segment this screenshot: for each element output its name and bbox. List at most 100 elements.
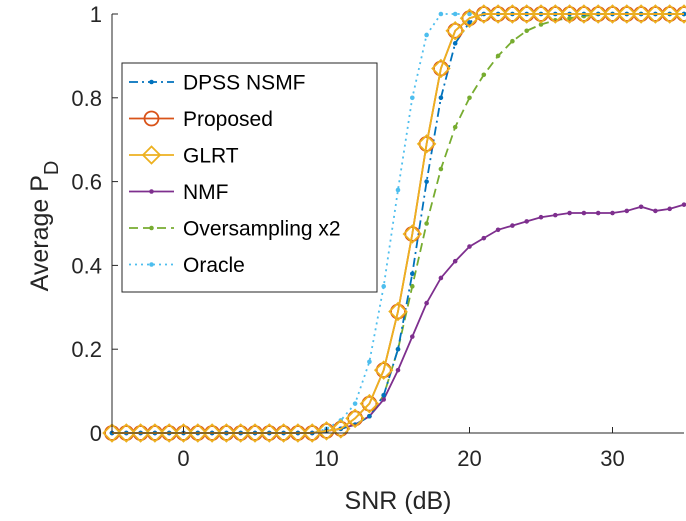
data-point [495,227,501,233]
series-line [112,13,684,434]
y-tick-label: 0.8 [71,86,102,111]
legend-item: NMF [129,181,229,204]
data-point [359,393,380,414]
data-point [410,95,415,101]
data-point [538,22,544,27]
legend-item: Oracle [129,254,245,277]
y-tick-label: 0 [90,421,102,446]
data-point [610,210,615,216]
y-tick-label: 0.4 [71,253,102,278]
data-point [367,359,372,365]
data-point [173,423,194,443]
legend-label: Oversampling x2 [183,218,341,241]
data-point [653,208,658,214]
data-point [424,300,429,306]
data-point [331,419,351,439]
legend-label: Oracle [183,254,245,277]
data-point [488,4,508,24]
data-point [452,11,458,17]
data-point [102,423,122,443]
data-point [202,423,222,443]
data-point [361,395,378,412]
data-point [567,15,572,21]
data-point [149,189,154,194]
y-axis-label-main: Average P [26,175,54,291]
data-point [188,423,208,443]
y-tick-label: 0.6 [71,170,102,195]
data-point [474,4,494,24]
legend-box [121,62,378,293]
data-point [588,4,608,24]
data-point [567,210,572,216]
data-point [410,284,415,289]
data-point [416,134,437,154]
x-tick-label: 0 [177,446,189,471]
data-point [116,423,137,443]
legend-item: GLRT [129,145,239,168]
data-point [395,367,401,373]
data-point [431,58,451,79]
data-point [531,4,551,24]
data-point [410,271,415,277]
y-tick-label: 1 [90,2,102,27]
data-point [345,408,365,429]
axes-layer: 0 10 20 30 0 0.2 0.4 0.6 0.8 1 [71,2,684,471]
data-point [130,423,151,443]
data-point [367,413,372,419]
data-point [381,392,387,398]
data-point [273,423,294,443]
data-point [418,135,435,152]
data-point [447,22,464,39]
data-point [352,401,358,406]
data-point [159,423,179,443]
data-point [467,11,472,17]
data-point [424,221,429,226]
data-point [438,166,444,172]
data-point [445,20,465,41]
data-point [438,11,444,17]
data-point [574,4,594,24]
data-point [149,79,154,85]
x-tick-label: 20 [457,446,481,471]
data-point [145,423,165,443]
data-point [602,4,623,24]
data-point [230,423,251,443]
data-point [143,110,160,127]
data-point [410,334,415,339]
data-point [659,4,680,24]
data-point [390,303,406,320]
data-point [216,423,237,443]
data-point [381,284,387,289]
data-point [502,4,523,24]
data-point [149,262,154,267]
data-point [467,95,472,101]
data-point [395,346,401,352]
legend-label: NMF [183,181,229,204]
data-point [452,41,458,46]
x-axis-label: SNR (dB) [345,487,452,515]
legend-item: Oversampling x2 [129,218,341,241]
data-point [438,275,444,281]
data-point [595,210,601,216]
data-point [452,258,458,264]
data-point [438,95,444,101]
data-point [404,226,421,242]
data-point [373,360,394,380]
data-point [631,4,651,24]
data-point [495,53,501,59]
data-point [149,225,154,231]
data-point [141,145,162,165]
data-point [381,397,387,402]
data-point [674,4,686,24]
data-point [681,202,686,207]
data-point [402,224,423,244]
legend-item: Proposed [129,108,273,131]
data-point [559,4,580,24]
y-tick-label: 0.2 [71,337,102,362]
data-point [617,4,637,24]
data-point [624,208,630,214]
data-point [288,423,308,443]
data-point [645,4,666,24]
data-point [481,72,487,78]
data-point [553,212,558,218]
